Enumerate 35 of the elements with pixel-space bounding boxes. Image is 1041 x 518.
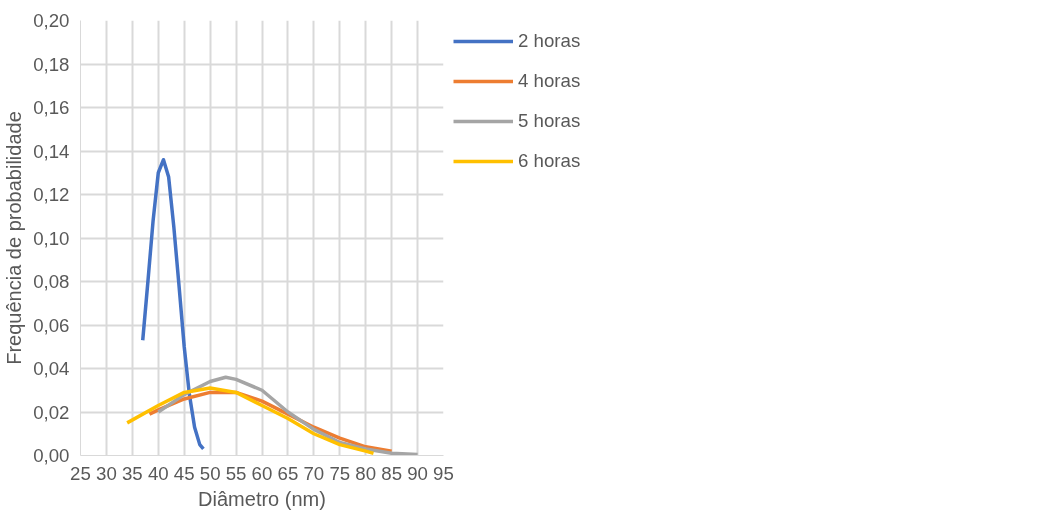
y-tick-label: 0,04: [33, 358, 70, 379]
legend-label: 5 horas: [518, 110, 581, 132]
y-tick-label: 0,06: [33, 314, 70, 336]
x-tick-label: 75: [329, 462, 351, 484]
legend-label: 4 horas: [518, 70, 581, 92]
x-tick-label: 90: [407, 462, 428, 484]
y-tick-label: 0,18: [33, 53, 70, 75]
x-axis-title: Diâmetro (nm): [198, 487, 326, 510]
x-tick-label: 80: [355, 462, 377, 484]
y-tick-label: 0,02: [33, 401, 70, 423]
x-tick-label: 50: [199, 462, 221, 484]
y-tick-label: 0,08: [33, 271, 70, 292]
line-series: [140, 157, 206, 451]
x-tick-label: 25: [70, 462, 91, 484]
line-series: [125, 386, 376, 456]
x-tick-label: 95: [433, 462, 454, 484]
x-tick-label: 85: [381, 462, 403, 484]
x-tick-label: 35: [121, 462, 143, 484]
y-axis-title: Frequência de probabilidade: [3, 111, 26, 365]
x-tick-label: 65: [277, 462, 299, 484]
legend-label: 2 horas: [518, 30, 581, 52]
y-tick-label: 0,00: [33, 445, 70, 466]
x-tick-label: 30: [96, 462, 117, 484]
y-tick-label: 0,12: [33, 184, 70, 205]
x-tick-label: 60: [251, 462, 273, 484]
y-tick-label: 0,16: [33, 97, 70, 118]
line-series: [156, 375, 420, 456]
y-tick-label: 0,10: [33, 227, 70, 249]
y-tick-label: 0,20: [33, 10, 70, 31]
y-tick-label: 0,14: [33, 140, 70, 162]
x-tick-label: 70: [303, 462, 325, 484]
x-tick-label: 55: [225, 462, 247, 484]
legend-label: 6 horas: [518, 150, 581, 172]
x-tick-label: 40: [147, 462, 169, 484]
x-tick-label: 45: [173, 462, 195, 484]
